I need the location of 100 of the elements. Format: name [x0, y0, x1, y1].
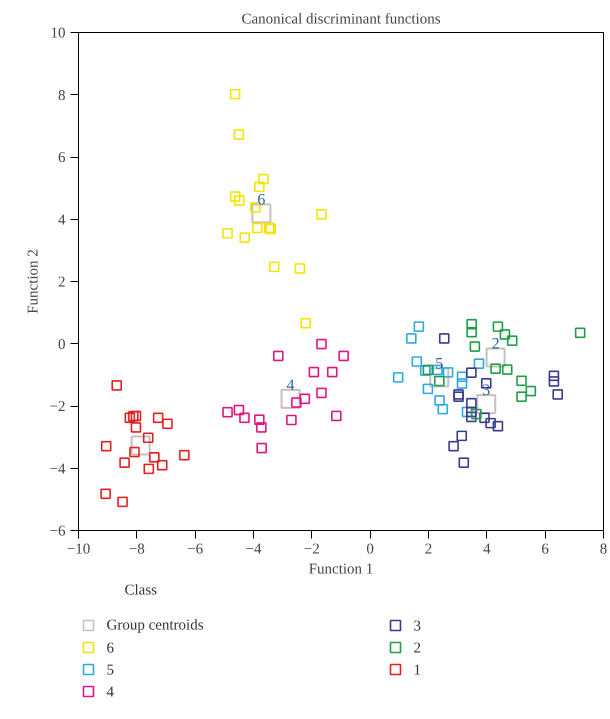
- point: [526, 386, 536, 396]
- point: [466, 412, 477, 422]
- legend-label: 6: [106, 640, 114, 656]
- point: [456, 371, 468, 382]
- legend-label: 1: [414, 662, 421, 678]
- point: [466, 367, 477, 378]
- point: [471, 408, 482, 420]
- point: [485, 418, 496, 428]
- point: [442, 367, 454, 378]
- point: [470, 341, 480, 352]
- point: [280, 388, 301, 409]
- point: [308, 366, 320, 378]
- point: [268, 262, 280, 272]
- chart-title: Canonical discriminant functions: [241, 12, 441, 28]
- y-axis-title: Function 2: [26, 249, 42, 314]
- point: [239, 412, 250, 424]
- point: [234, 404, 244, 416]
- y-tick-label: 10: [50, 26, 66, 42]
- point: [239, 232, 250, 243]
- point: [256, 422, 267, 433]
- y-tick-label: 6: [58, 150, 66, 166]
- x-axis-title: Function 1: [308, 562, 374, 578]
- point: [392, 372, 404, 383]
- point: [492, 420, 504, 432]
- legend-title: Class: [124, 582, 158, 598]
- point: [502, 364, 513, 375]
- point: [234, 195, 245, 206]
- point: [152, 412, 164, 424]
- point: [456, 378, 468, 389]
- point: [316, 388, 327, 398]
- point: [552, 389, 564, 400]
- point: [251, 203, 272, 224]
- annotation: 6: [257, 191, 266, 208]
- x-tick-label: −10: [66, 542, 90, 558]
- point: [420, 365, 431, 376]
- point: [254, 414, 265, 425]
- annotation: 2: [492, 335, 500, 352]
- annotation: 4: [286, 376, 295, 394]
- point: [437, 404, 448, 414]
- x-tick-label: −4: [246, 542, 262, 558]
- y-tick-label: −4: [50, 461, 66, 478]
- point: [466, 398, 477, 408]
- point: [490, 363, 501, 374]
- point: [252, 222, 263, 234]
- x-tick-label: 2: [424, 542, 432, 558]
- point: [294, 263, 306, 274]
- point: [462, 406, 472, 418]
- point: [162, 418, 173, 430]
- point: [286, 414, 297, 426]
- x-tick-label: −8: [128, 542, 145, 558]
- y-tick-label: 0: [58, 336, 66, 353]
- point: [466, 326, 477, 338]
- point: [479, 412, 490, 424]
- point: [111, 380, 122, 391]
- point: [474, 358, 484, 369]
- point: [316, 208, 327, 220]
- point: [179, 450, 190, 460]
- point: [456, 430, 468, 442]
- point: [434, 395, 445, 406]
- point: [130, 436, 151, 456]
- point: [129, 446, 140, 458]
- point: [448, 440, 459, 452]
- point: [124, 412, 136, 424]
- point: [458, 457, 470, 468]
- point: [100, 488, 111, 500]
- point: [117, 496, 128, 508]
- y-tick-label: 8: [58, 88, 66, 104]
- point: [492, 321, 504, 332]
- point: [316, 338, 327, 350]
- point: [272, 350, 284, 362]
- point: [291, 397, 302, 408]
- point: [300, 394, 310, 404]
- point: [429, 367, 450, 388]
- y-tick-label: 2: [58, 274, 66, 290]
- point: [128, 410, 139, 422]
- point: [500, 329, 510, 340]
- point: [516, 375, 527, 386]
- legend-label: 2: [414, 640, 421, 656]
- point: [230, 191, 240, 202]
- point: [222, 228, 233, 239]
- point: [338, 350, 349, 362]
- x-tick-label: 8: [600, 542, 608, 558]
- point: [412, 356, 422, 367]
- point: [256, 442, 267, 454]
- point: [142, 432, 154, 444]
- point: [331, 410, 342, 422]
- x-tick-label: −2: [304, 542, 320, 558]
- x-tick-label: −6: [187, 542, 204, 558]
- point: [326, 366, 338, 378]
- point: [230, 88, 240, 100]
- point: [486, 347, 506, 368]
- legend-label: 5: [106, 662, 114, 678]
- point: [406, 333, 417, 344]
- legend-label: 3: [414, 618, 421, 634]
- point: [234, 129, 244, 140]
- point: [258, 174, 269, 184]
- point: [548, 370, 560, 382]
- legend-label: Group centroids: [106, 618, 204, 634]
- point: [119, 457, 130, 468]
- point: [130, 410, 142, 422]
